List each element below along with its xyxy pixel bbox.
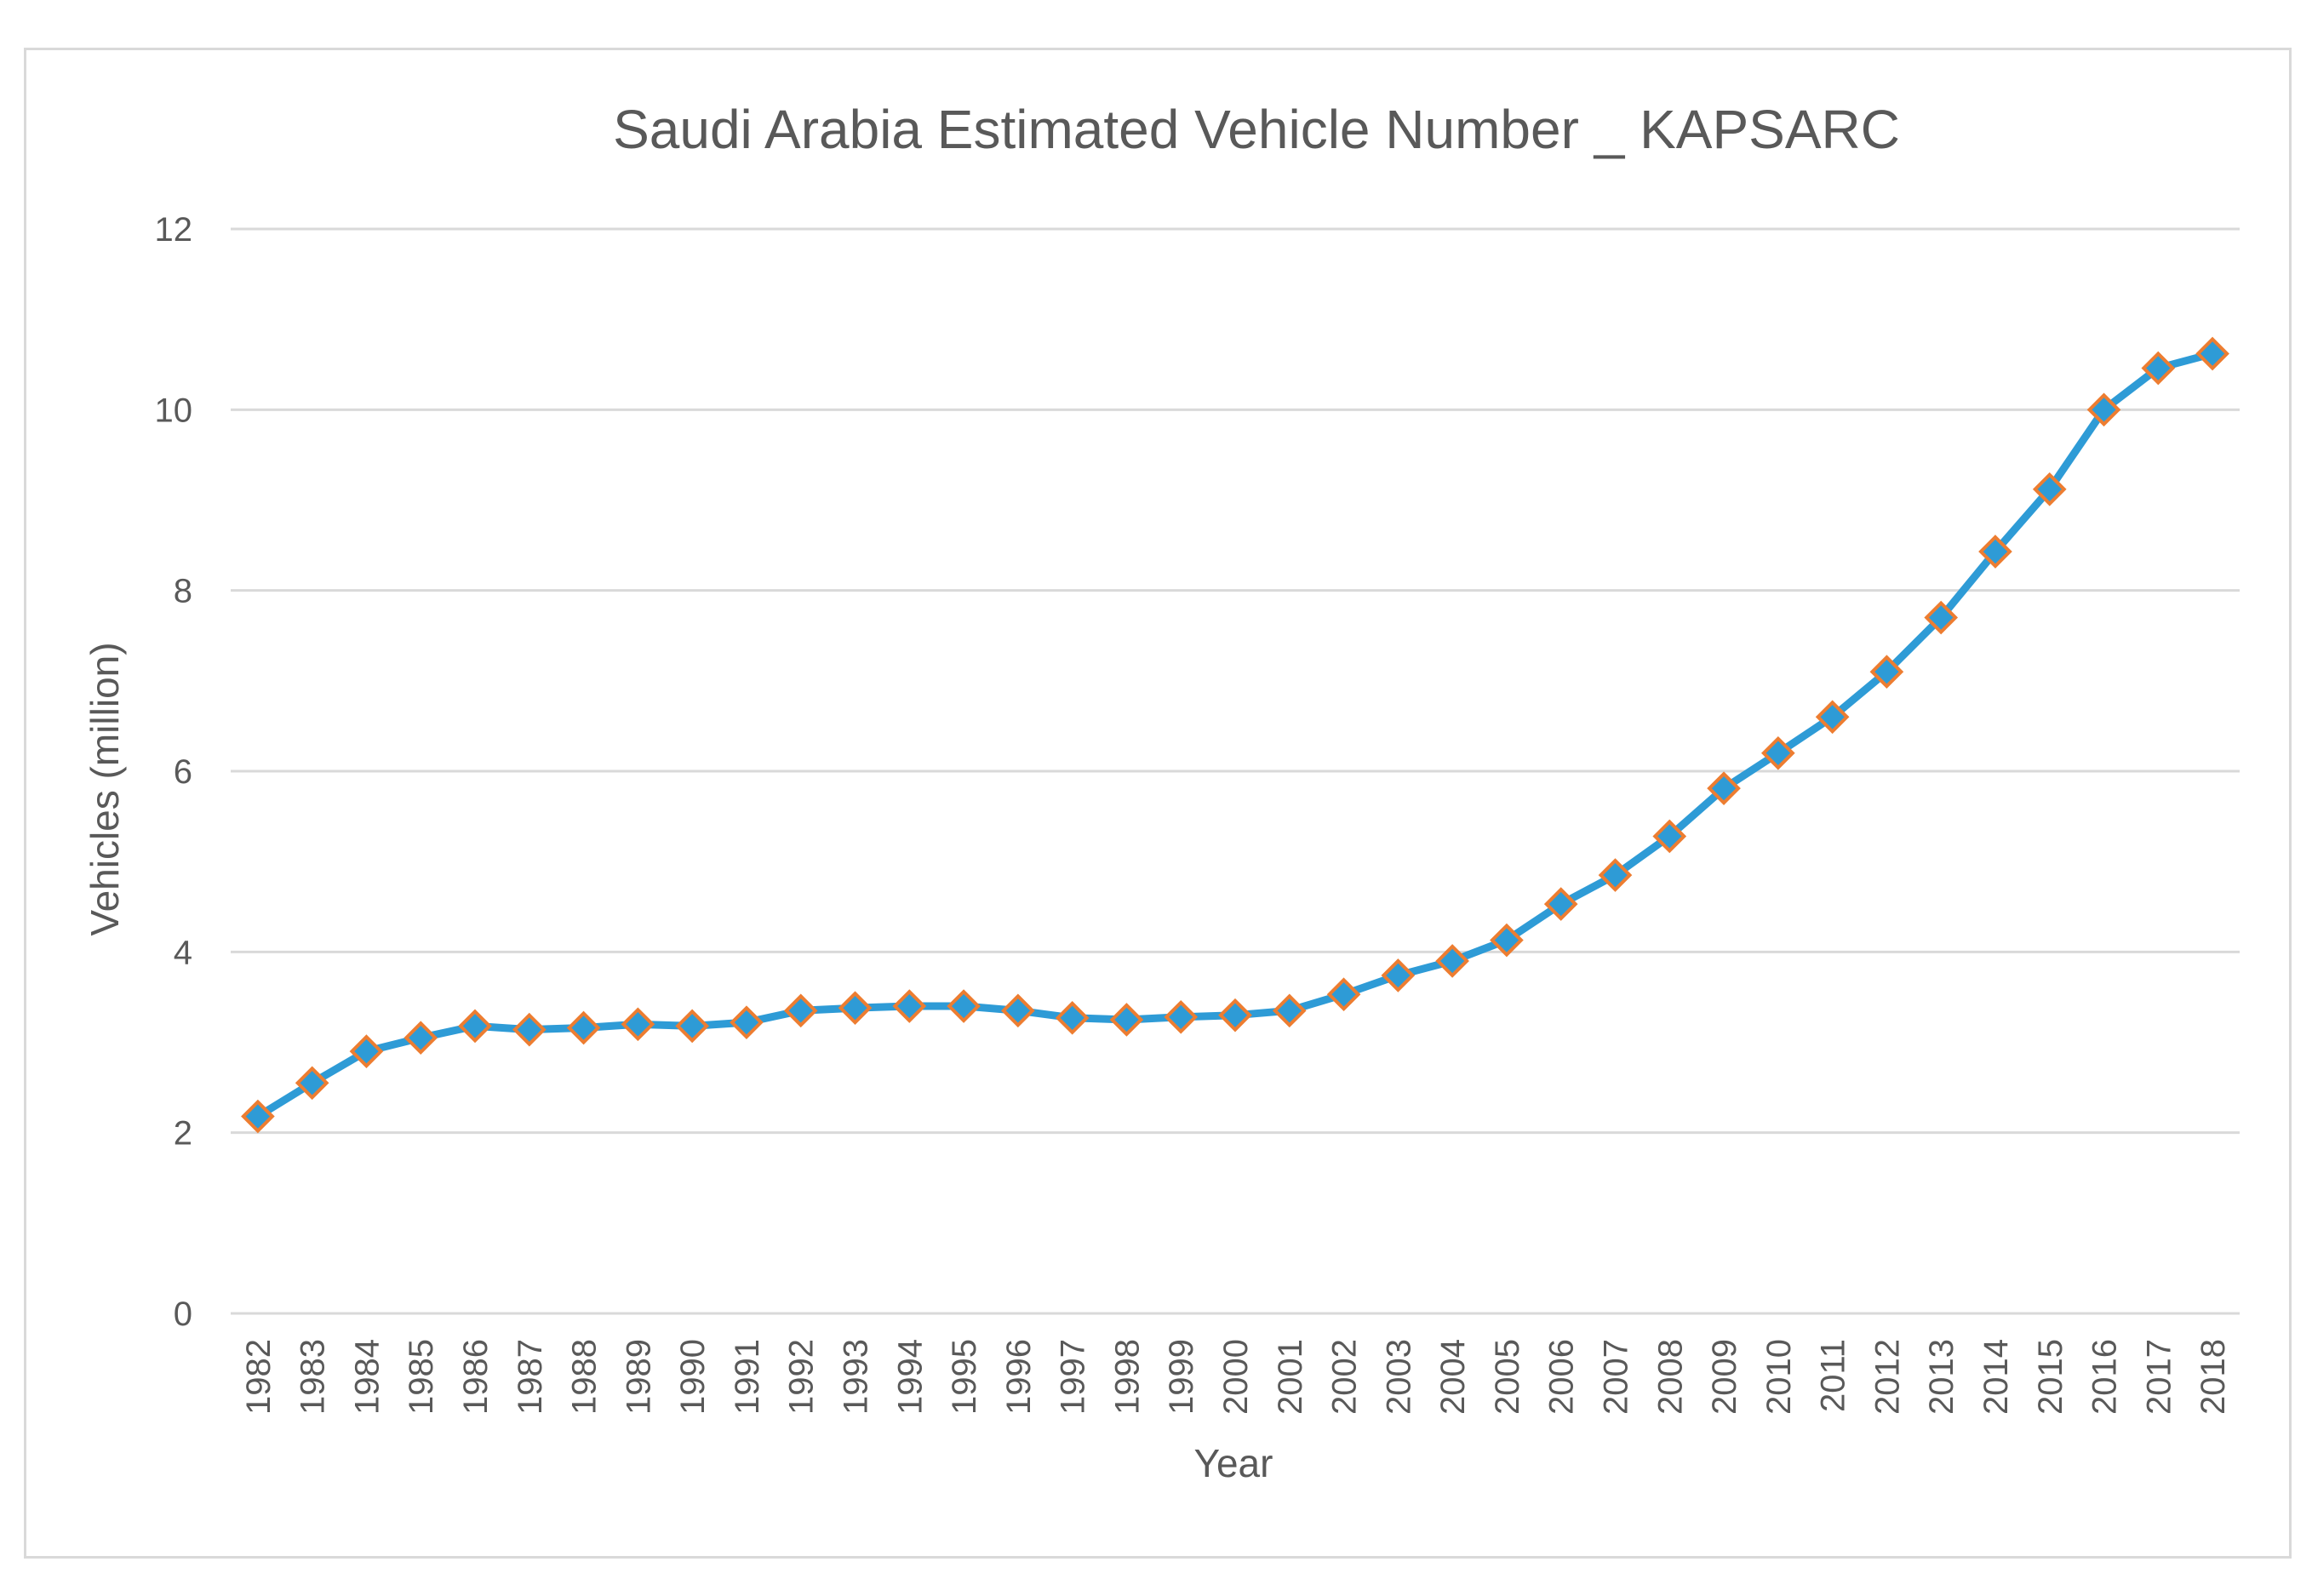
x-tick-label: 1999 xyxy=(1163,1339,1200,1415)
data-point-1986 xyxy=(458,1009,492,1044)
x-tick-label: 2009 xyxy=(1706,1339,1743,1415)
x-tick-label: 1988 xyxy=(566,1339,604,1415)
x-tick-label: 1995 xyxy=(946,1339,983,1415)
x-tick-label: 1990 xyxy=(674,1339,712,1415)
series xyxy=(241,336,2229,1134)
x-tick-label: 2002 xyxy=(1326,1339,1364,1415)
x-tick-label: 2005 xyxy=(1489,1339,1526,1415)
data-point-2013 xyxy=(1924,600,1959,635)
x-tick-label: 2011 xyxy=(1815,1339,1852,1412)
x-tick-label: 2007 xyxy=(1597,1339,1634,1415)
x-tick-label: 1994 xyxy=(891,1339,929,1415)
x-tick-label: 2013 xyxy=(1923,1339,1960,1415)
data-point-1998 xyxy=(1109,1003,1144,1037)
y-axis-title: Vehicles (million) xyxy=(83,642,127,935)
x-tick-label: 1996 xyxy=(1000,1339,1038,1415)
line-chart: Saudi Arabia Estimated Vehicle Number _ … xyxy=(83,99,2240,1485)
x-tick-label: 2010 xyxy=(1760,1339,1798,1415)
data-point-2000 xyxy=(1218,998,1252,1033)
y-tick-label: 4 xyxy=(174,934,192,971)
data-point-1988 xyxy=(566,1010,601,1045)
x-tick-label: 1991 xyxy=(729,1339,766,1415)
x-tick-label: 2001 xyxy=(1272,1339,1309,1415)
gridlines xyxy=(231,227,2240,1315)
data-point-1990 xyxy=(675,1009,709,1044)
x-tick-label: 2006 xyxy=(1543,1339,1581,1415)
data-point-2001 xyxy=(1272,993,1307,1028)
data-point-1995 xyxy=(947,989,981,1023)
data-point-1987 xyxy=(512,1012,547,1047)
data-point-1993 xyxy=(838,991,873,1025)
data-point-1984 xyxy=(349,1034,384,1068)
data-point-1989 xyxy=(621,1007,655,1042)
x-tick-label: 2008 xyxy=(1651,1339,1689,1415)
x-tick-label: 2004 xyxy=(1434,1339,1472,1415)
data-point-1994 xyxy=(892,989,927,1023)
data-point-2005 xyxy=(1490,923,1524,958)
data-point-2006 xyxy=(1543,887,1578,921)
data-point-2009 xyxy=(1707,771,1741,806)
x-tick-label: 2003 xyxy=(1380,1339,1417,1415)
y-tick-label: 2 xyxy=(174,1115,192,1153)
x-tick-label: 2016 xyxy=(2086,1339,2124,1415)
data-point-2014 xyxy=(1978,535,2012,569)
x-tick-label: 2018 xyxy=(2195,1339,2232,1415)
data-point-2011 xyxy=(1815,700,1850,735)
y-tick-label: 6 xyxy=(174,753,192,791)
data-point-2017 xyxy=(2141,351,2176,386)
x-tick-label: 2015 xyxy=(2032,1339,2069,1415)
x-tick-label: 1989 xyxy=(620,1339,657,1415)
x-tick-label: 1998 xyxy=(1108,1339,1146,1415)
data-point-1982 xyxy=(241,1099,275,1134)
x-tick-label: 1987 xyxy=(512,1339,549,1415)
y-tick-labels: 0 2 4 6 8 10 12 xyxy=(155,211,193,1333)
data-point-2016 xyxy=(2086,392,2121,427)
data-point-1997 xyxy=(1055,1001,1090,1035)
chart-title: Saudi Arabia Estimated Vehicle Number _ … xyxy=(613,99,1900,160)
data-point-2010 xyxy=(1761,735,1795,770)
x-tick-label: 2017 xyxy=(2140,1339,2178,1415)
y-tick-label: 0 xyxy=(174,1296,192,1333)
data-point-1992 xyxy=(783,993,818,1028)
data-point-2008 xyxy=(1652,819,1687,854)
y-tick-label: 12 xyxy=(155,211,193,249)
data-point-2018 xyxy=(2195,336,2229,371)
x-axis-title: Year xyxy=(1194,1441,1273,1485)
data-point-2003 xyxy=(1381,958,1416,992)
data-point-2007 xyxy=(1598,858,1633,892)
data-point-1999 xyxy=(1164,999,1199,1034)
y-tick-label: 8 xyxy=(174,573,192,610)
x-tick-label: 2014 xyxy=(1977,1339,2015,1415)
x-tick-label: 1983 xyxy=(295,1339,332,1415)
data-point-1991 xyxy=(730,1005,764,1039)
x-tick-label: 2012 xyxy=(1868,1339,1906,1415)
y-tick-label: 10 xyxy=(155,392,193,429)
x-tick-label: 1992 xyxy=(783,1339,821,1415)
x-tick-label: 1986 xyxy=(457,1339,495,1415)
data-point-2012 xyxy=(1869,655,1904,689)
data-point-2015 xyxy=(2032,472,2067,506)
data-point-1985 xyxy=(403,1021,438,1055)
x-tick-label: 1984 xyxy=(348,1339,386,1415)
data-point-1983 xyxy=(295,1066,329,1101)
data-point-2004 xyxy=(1435,944,1469,978)
x-tick-label: 1982 xyxy=(240,1339,278,1415)
x-tick-labels: 1982 1983 1984 1985 1986 1987 1988 1989 1990 1991… xyxy=(240,1339,2232,1415)
data-point-1996 xyxy=(1001,993,1035,1028)
x-tick-label: 1985 xyxy=(403,1339,440,1415)
data-point-2002 xyxy=(1326,977,1361,1012)
x-tick-label: 1997 xyxy=(1055,1339,1092,1415)
x-tick-label: 2000 xyxy=(1217,1339,1255,1415)
x-tick-label: 1993 xyxy=(838,1339,875,1415)
chart-frame: Saudi Arabia Estimated Vehicle Number _ … xyxy=(24,48,2292,1559)
